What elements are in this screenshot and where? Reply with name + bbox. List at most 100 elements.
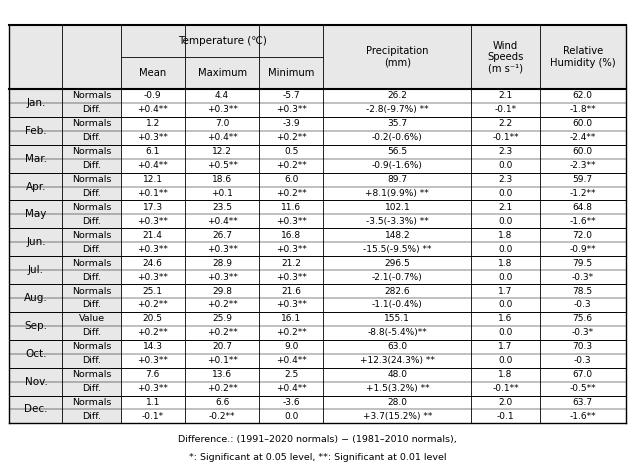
Text: -0.9(-1.6%): -0.9(-1.6%) bbox=[372, 161, 423, 170]
Text: +0.3**: +0.3** bbox=[137, 356, 168, 365]
Text: Sep.: Sep. bbox=[24, 321, 48, 331]
Text: -0.2**: -0.2** bbox=[209, 412, 236, 421]
Text: 21.2: 21.2 bbox=[281, 259, 302, 268]
Text: 72.0: 72.0 bbox=[573, 231, 592, 240]
Text: 12.1: 12.1 bbox=[143, 175, 163, 184]
Text: Precipitation
(mm): Precipitation (mm) bbox=[366, 46, 429, 68]
Text: +0.3**: +0.3** bbox=[276, 217, 307, 226]
Text: Oct.: Oct. bbox=[25, 349, 47, 359]
Bar bbox=[10, 270, 121, 284]
Text: 64.8: 64.8 bbox=[573, 203, 592, 212]
Text: +1.5(3.2%) **: +1.5(3.2%) ** bbox=[366, 384, 429, 393]
Text: -1.2**: -1.2** bbox=[570, 189, 596, 198]
Text: +0.3**: +0.3** bbox=[206, 245, 237, 254]
Text: 1.2: 1.2 bbox=[145, 119, 160, 128]
Bar bbox=[10, 396, 121, 410]
Text: 59.7: 59.7 bbox=[573, 175, 592, 184]
Text: 1.8: 1.8 bbox=[498, 259, 513, 268]
Text: 35.7: 35.7 bbox=[387, 119, 408, 128]
Text: Dec.: Dec. bbox=[24, 404, 48, 415]
Text: Normals: Normals bbox=[72, 203, 111, 212]
Text: Normals: Normals bbox=[72, 92, 111, 100]
Text: +0.3**: +0.3** bbox=[276, 300, 307, 310]
Text: +0.2**: +0.2** bbox=[207, 328, 237, 337]
Text: -0.3*: -0.3* bbox=[572, 328, 594, 337]
Bar bbox=[10, 103, 121, 117]
Text: 89.7: 89.7 bbox=[387, 175, 408, 184]
Text: Diff.: Diff. bbox=[82, 217, 101, 226]
Bar bbox=[10, 326, 121, 340]
Text: -0.2(-0.6%): -0.2(-0.6%) bbox=[372, 133, 423, 142]
Text: Diff.: Diff. bbox=[82, 384, 101, 393]
Text: 4.4: 4.4 bbox=[215, 92, 229, 100]
Text: 2.0: 2.0 bbox=[498, 398, 512, 407]
Text: -2.1(-0.7%): -2.1(-0.7%) bbox=[372, 273, 423, 282]
Bar bbox=[10, 410, 121, 424]
Text: Normals: Normals bbox=[72, 231, 111, 240]
Text: 6.6: 6.6 bbox=[215, 398, 229, 407]
Text: Normals: Normals bbox=[72, 259, 111, 268]
Text: 102.1: 102.1 bbox=[384, 203, 410, 212]
Text: +0.3**: +0.3** bbox=[137, 217, 168, 226]
Bar bbox=[10, 159, 121, 173]
Bar bbox=[10, 242, 121, 256]
Text: -5.7: -5.7 bbox=[283, 92, 300, 100]
Text: Difference.: (1991–2020 normals) − (1981–2010 normals),: Difference.: (1991–2020 normals) − (1981… bbox=[178, 435, 457, 444]
Bar bbox=[10, 145, 121, 159]
Text: 11.6: 11.6 bbox=[281, 203, 302, 212]
Text: 60.0: 60.0 bbox=[573, 147, 592, 156]
Text: 60.0: 60.0 bbox=[573, 119, 592, 128]
Bar bbox=[10, 354, 121, 368]
Text: -0.9: -0.9 bbox=[144, 92, 161, 100]
Text: 0.0: 0.0 bbox=[498, 328, 513, 337]
Text: Wind
Speeds
(m s⁻¹): Wind Speeds (m s⁻¹) bbox=[488, 41, 524, 74]
Text: 16.8: 16.8 bbox=[281, 231, 302, 240]
Text: +0.3**: +0.3** bbox=[137, 133, 168, 142]
Text: +0.4**: +0.4** bbox=[137, 106, 168, 114]
Text: 25.1: 25.1 bbox=[143, 287, 163, 296]
Text: Maximum: Maximum bbox=[197, 68, 246, 78]
Text: +0.2**: +0.2** bbox=[137, 328, 168, 337]
Text: +0.4**: +0.4** bbox=[207, 217, 237, 226]
Text: 21.4: 21.4 bbox=[143, 231, 163, 240]
Text: 62.0: 62.0 bbox=[573, 92, 592, 100]
Text: 23.5: 23.5 bbox=[212, 203, 232, 212]
Text: 7.6: 7.6 bbox=[145, 370, 160, 379]
Text: -2.8(-9.7%) **: -2.8(-9.7%) ** bbox=[366, 106, 429, 114]
Text: -3.6: -3.6 bbox=[283, 398, 300, 407]
Text: -0.9**: -0.9** bbox=[570, 245, 596, 254]
Text: 75.6: 75.6 bbox=[573, 314, 592, 324]
Text: 155.1: 155.1 bbox=[384, 314, 410, 324]
Text: 67.0: 67.0 bbox=[573, 370, 592, 379]
Text: +0.1**: +0.1** bbox=[206, 356, 237, 365]
Text: 78.5: 78.5 bbox=[573, 287, 592, 296]
Text: -1.6**: -1.6** bbox=[570, 412, 596, 421]
Text: 2.3: 2.3 bbox=[498, 147, 512, 156]
Text: 1.7: 1.7 bbox=[498, 342, 513, 351]
Bar bbox=[10, 89, 121, 103]
Text: -8.8(-5.4%)**: -8.8(-5.4%)** bbox=[368, 328, 427, 337]
Bar bbox=[10, 186, 121, 200]
Bar bbox=[10, 340, 121, 354]
Text: +0.2**: +0.2** bbox=[276, 328, 307, 337]
Text: +0.3**: +0.3** bbox=[137, 273, 168, 282]
Text: 21.6: 21.6 bbox=[281, 287, 302, 296]
Text: 1.1: 1.1 bbox=[145, 398, 160, 407]
Text: Temperature (℃): Temperature (℃) bbox=[178, 36, 267, 46]
Bar bbox=[10, 298, 121, 312]
Text: 12.2: 12.2 bbox=[212, 147, 232, 156]
Bar bbox=[10, 382, 121, 396]
Text: +12.3(24.3%) **: +12.3(24.3%) ** bbox=[360, 356, 435, 365]
Text: Nov.: Nov. bbox=[25, 376, 48, 387]
Text: +0.4**: +0.4** bbox=[207, 133, 237, 142]
Bar bbox=[10, 200, 121, 214]
Text: 2.3: 2.3 bbox=[498, 175, 512, 184]
Text: 26.2: 26.2 bbox=[387, 92, 407, 100]
Text: 9.0: 9.0 bbox=[284, 342, 298, 351]
Text: 148.2: 148.2 bbox=[385, 231, 410, 240]
Text: 0.0: 0.0 bbox=[284, 412, 298, 421]
Text: +0.2**: +0.2** bbox=[276, 133, 307, 142]
Text: 14.3: 14.3 bbox=[143, 342, 163, 351]
Text: 29.8: 29.8 bbox=[212, 287, 232, 296]
Text: 1.6: 1.6 bbox=[498, 314, 513, 324]
